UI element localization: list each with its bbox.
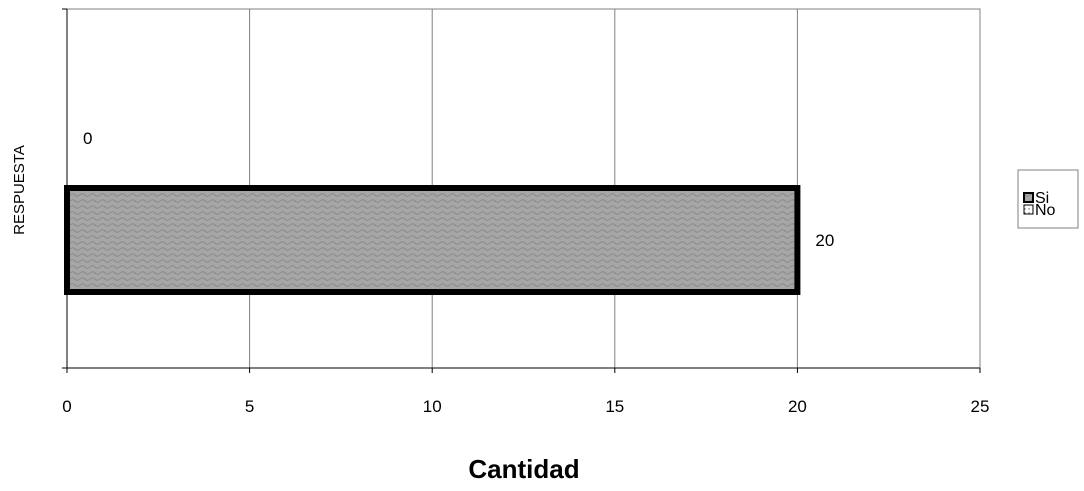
x-tick-label: 20 [788, 397, 807, 416]
legend: Si No [1017, 169, 1079, 229]
x-tick-label: 0 [62, 397, 71, 416]
legend-label-no: No [1035, 202, 1056, 219]
data-label-si: 20 [815, 231, 834, 250]
bar-si [64, 185, 801, 295]
bars [64, 185, 801, 295]
data-labels: 20 0 [83, 129, 834, 250]
x-tick-label: 10 [423, 397, 442, 416]
data-label-no: 0 [83, 129, 92, 148]
legend-swatch-si [1023, 192, 1034, 203]
x-tick-label: 5 [245, 397, 254, 416]
x-axis-ticks: 0 5 10 15 20 25 [62, 368, 989, 416]
x-tick-label: 25 [971, 397, 990, 416]
legend-swatch-no [1023, 204, 1034, 215]
x-tick-label: 15 [605, 397, 624, 416]
y-axis-title: RESPUESTA [11, 145, 28, 235]
x-axis-title: Cantidad [468, 454, 579, 484]
legend-label-si: Si [1035, 190, 1049, 207]
